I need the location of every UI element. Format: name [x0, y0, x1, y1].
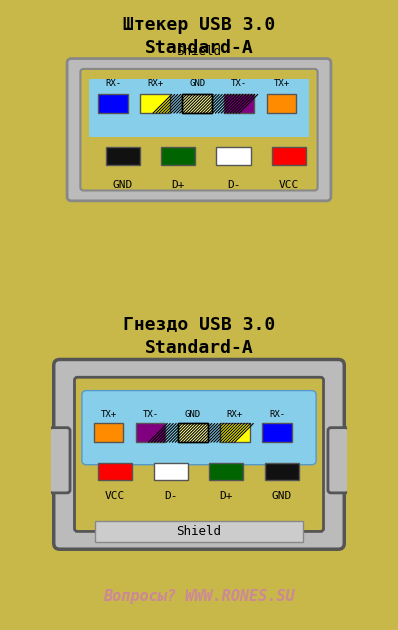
Bar — [209, 463, 243, 479]
Text: VCC: VCC — [279, 180, 299, 190]
Text: GND: GND — [271, 491, 292, 501]
Text: Штекер USB 3.0
Standard-A: Штекер USB 3.0 Standard-A — [123, 16, 275, 57]
Text: TX-: TX- — [231, 79, 248, 88]
Bar — [217, 147, 251, 165]
Text: RX+: RX+ — [227, 410, 243, 419]
Bar — [220, 423, 250, 442]
Text: Shield: Shield — [176, 45, 222, 57]
Bar — [140, 94, 170, 113]
Bar — [105, 147, 140, 165]
FancyBboxPatch shape — [54, 360, 344, 549]
Text: Вопросы? WWW.RONES.SU: Вопросы? WWW.RONES.SU — [103, 589, 295, 604]
Text: VCC: VCC — [105, 491, 125, 501]
Text: GND: GND — [189, 79, 205, 88]
Bar — [182, 94, 212, 113]
Text: RX+: RX+ — [147, 79, 163, 88]
Bar — [94, 423, 123, 442]
FancyBboxPatch shape — [49, 428, 70, 493]
Bar — [182, 94, 212, 113]
Bar — [224, 94, 254, 113]
Text: TX+: TX+ — [101, 410, 117, 419]
Bar — [136, 423, 166, 442]
Bar — [178, 423, 208, 442]
Bar — [267, 94, 296, 113]
Text: GND: GND — [185, 410, 201, 419]
Text: D-: D- — [164, 491, 178, 501]
Bar — [98, 94, 128, 113]
FancyBboxPatch shape — [82, 391, 316, 465]
Bar — [161, 147, 195, 165]
Bar — [265, 463, 298, 479]
Text: D+: D+ — [172, 180, 185, 190]
Bar — [178, 423, 208, 442]
Text: D+: D+ — [219, 491, 233, 501]
FancyBboxPatch shape — [80, 69, 318, 190]
Bar — [98, 463, 132, 479]
Text: TX-: TX- — [142, 410, 159, 419]
Bar — [272, 147, 306, 165]
Text: RX-: RX- — [269, 410, 285, 419]
Text: RX-: RX- — [105, 79, 121, 88]
Text: TX+: TX+ — [273, 79, 289, 88]
Bar — [89, 79, 309, 137]
Text: Гнездо USB 3.0
Standard-A: Гнездо USB 3.0 Standard-A — [123, 315, 275, 357]
Text: D-: D- — [227, 180, 240, 190]
FancyBboxPatch shape — [328, 428, 349, 493]
Bar — [262, 423, 292, 442]
Bar — [154, 463, 188, 479]
FancyBboxPatch shape — [67, 59, 331, 201]
Bar — [95, 521, 303, 542]
FancyBboxPatch shape — [74, 377, 324, 532]
Text: GND: GND — [113, 180, 133, 190]
Text: Shield: Shield — [176, 525, 222, 538]
